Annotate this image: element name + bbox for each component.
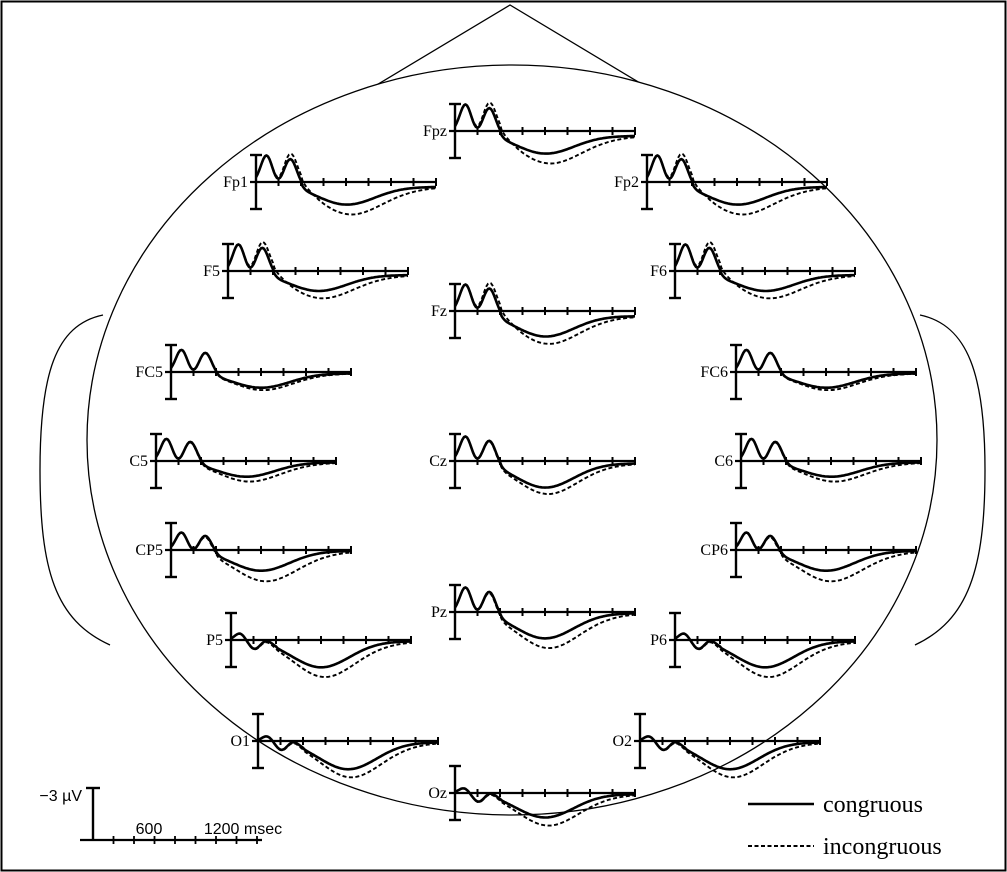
electrode-label-f6: F6 — [650, 263, 667, 280]
electrode-label-fz: Fz — [431, 303, 447, 320]
legend-label-congruous: congruous — [823, 792, 923, 818]
congruous-trace-o2 — [639, 735, 821, 771]
incongruous-trace-c6 — [740, 438, 921, 483]
congruous-trace-fpz — [453, 103, 635, 155]
incongruous-trace-pz — [454, 586, 636, 650]
electrode-panel-cp5: CP5 — [135, 521, 352, 583]
electrode-panel-o2: O2 — [612, 712, 821, 779]
legend: congruous incongruous — [748, 792, 942, 860]
congruous-trace-f6 — [673, 243, 855, 293]
left-ear — [39, 314, 111, 646]
congruous-trace-pz — [453, 586, 636, 640]
scale-time-label-1200: 1200 msec — [204, 821, 282, 838]
incongruous-trace-p6 — [674, 632, 856, 678]
head-outline — [39, 4, 986, 816]
incongruous-trace-fc6 — [735, 348, 917, 392]
incongruous-trace-c5 — [155, 438, 336, 483]
legend-label-incongruous: incongruous — [823, 834, 942, 860]
electrode-label-c5: C5 — [129, 453, 148, 470]
nose — [334, 4, 686, 111]
congruous-trace-fp2 — [645, 154, 827, 206]
scale-time-ticks — [112, 836, 258, 844]
electrode-panel-p6: P6 — [650, 611, 856, 678]
electrode-label-p6: P6 — [650, 632, 667, 649]
electrode-panel-fpz: Fpz — [423, 101, 636, 165]
incongruous-trace-p5 — [230, 632, 412, 678]
electrode-panel-o1: O1 — [230, 712, 439, 779]
electrode-label-o2: O2 — [612, 733, 632, 750]
electrode-panel-oz: Oz — [428, 764, 636, 827]
incongruous-trace-cz — [454, 435, 636, 495]
incongruous-trace-fpz — [454, 101, 636, 165]
scalp — [86, 64, 938, 816]
congruous-trace-fz — [453, 283, 635, 338]
incongruous-trace-cp5 — [170, 531, 352, 583]
electrode-panel-f6: F6 — [650, 241, 856, 300]
electrode-panel-c6: C6 — [714, 432, 922, 490]
electrode-label-cp6: CP6 — [700, 542, 728, 559]
electrode-label-fc5: FC5 — [135, 364, 163, 381]
electrode-label-o1: O1 — [230, 733, 250, 750]
incongruous-trace-o2 — [639, 735, 821, 779]
electrode-label-fpz: Fpz — [423, 123, 447, 140]
scale-bar: −3 µV 600 1200 msec — [39, 786, 282, 844]
electrode-label-fp2: Fp2 — [614, 174, 639, 191]
electrode-label-cp5: CP5 — [135, 542, 163, 559]
electrode-panel-fp1: Fp1 — [223, 152, 437, 216]
incongruous-trace-cp6 — [735, 531, 917, 583]
electrode-label-c6: C6 — [714, 453, 733, 470]
electrode-panel-fp2: Fp2 — [614, 152, 828, 216]
incongruous-trace-f6 — [674, 241, 856, 300]
electrode-panel-pz: Pz — [431, 583, 636, 650]
electrode-panel-c5: C5 — [129, 432, 337, 490]
electrode-label-cz: Cz — [429, 453, 447, 470]
electrode-label-oz: Oz — [428, 785, 447, 802]
incongruous-trace-oz — [454, 787, 636, 827]
incongruous-trace-fc5 — [170, 348, 352, 392]
electrode-panel-f5: F5 — [203, 241, 409, 300]
electrode-panel-fc5: FC5 — [135, 343, 352, 401]
incongruous-trace-fp1 — [255, 152, 437, 216]
incongruous-trace-f5 — [227, 241, 409, 300]
congruous-trace-cz — [453, 435, 635, 489]
right-ear — [914, 314, 986, 646]
congruous-trace-f5 — [226, 243, 408, 293]
incongruous-trace-o1 — [257, 735, 439, 779]
electrode-label-p5: P5 — [206, 632, 223, 649]
incongruous-trace-fz — [454, 281, 636, 345]
electrode-panel-fz: Fz — [431, 281, 636, 345]
electrode-panel-p5: P5 — [206, 611, 412, 678]
electrode-label-fc6: FC6 — [700, 364, 728, 381]
electrode-panel-cp6: CP6 — [700, 521, 917, 583]
congruous-trace-oz — [454, 787, 636, 819]
congruous-trace-fp1 — [254, 154, 436, 206]
congruous-trace-o1 — [257, 735, 439, 771]
scale-time-label-600: 600 — [136, 821, 163, 838]
electrode-label-fp1: Fp1 — [223, 174, 248, 191]
electrode-label-f5: F5 — [203, 263, 220, 280]
scale-amplitude-label: −3 µV — [39, 788, 82, 805]
electrode-panel-fc6: FC6 — [700, 343, 917, 401]
electrode-panels: Fpz Fp1 Fp2 F5 Fz F6 FC5 FC6 C5 Cz C6 CP5 CP6 Pz P5 P6 O… — [129, 101, 922, 827]
incongruous-trace-fp2 — [646, 152, 828, 216]
electrode-panel-cz: Cz — [429, 432, 636, 495]
electrode-label-pz: Pz — [431, 604, 447, 621]
